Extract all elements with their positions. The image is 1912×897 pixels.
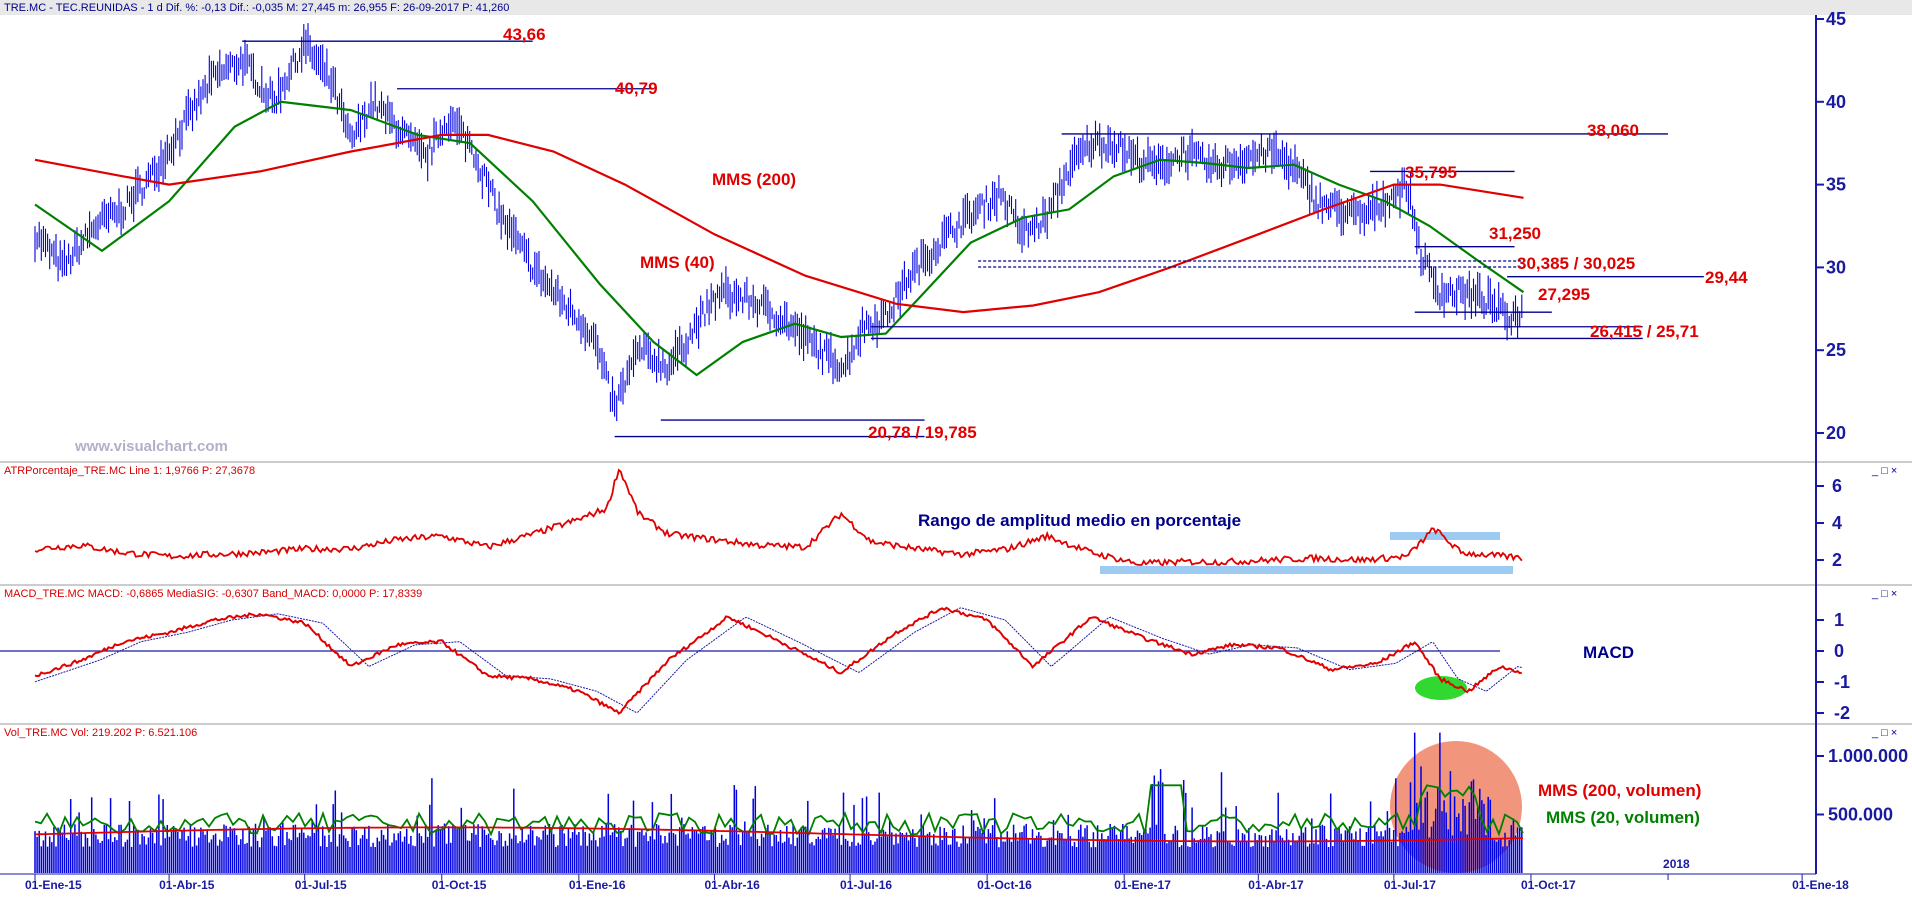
price-y-tick-label: 30: [1826, 257, 1846, 277]
vol-mms20-line: [34, 784, 1524, 837]
mms200-label: MMS (200): [712, 170, 796, 189]
macd-y-tick-label: 0: [1834, 641, 1844, 661]
level-label: 26,415 / 25,71: [1590, 322, 1699, 341]
vol-header: Vol_TRE.MC Vol: 219.202 P: 6.521.106: [4, 727, 197, 739]
macd-line: [34, 606, 1522, 715]
level-label: 35,795: [1405, 163, 1457, 182]
price-y-tick-label: 25: [1826, 340, 1846, 360]
watermark: www.visualchart.com: [74, 438, 228, 455]
atr-note: Rango de amplitud medio en porcentaje: [918, 511, 1241, 530]
x-tick-label: 01-Abr-17: [1248, 878, 1304, 892]
price-y-tick-label: 40: [1826, 92, 1846, 112]
level-label: 43,66: [503, 25, 546, 44]
macd-note: MACD: [1583, 643, 1634, 662]
mms40-line: [34, 100, 1525, 377]
atr-panel: [34, 468, 1523, 574]
x-tick-label: 01-Oct-17: [1521, 878, 1576, 892]
price-header: TRE.MC - TEC.REUNIDAS - 1 d Dif. %: -0,1…: [4, 2, 509, 14]
level-label: 38,060: [1587, 121, 1639, 140]
x-tick-label: 01-Jul-16: [840, 878, 892, 892]
atr-y-tick-label: 2: [1832, 550, 1842, 570]
atr-low-band: [1100, 566, 1513, 574]
x-tick-label: 01-Jul-15: [295, 878, 347, 892]
axes: 20 25 30 35 40 45 2 4 6 1 0 -1 -2 1.000.000 500.000 01-…: [25, 9, 1908, 892]
atr-high-band: [1390, 532, 1500, 540]
atr-window-controls[interactable]: _ □ ×: [1871, 465, 1897, 477]
annotations: 43,66 40,79 38,060 35,795 31,250 30,385 / 30,…: [503, 25, 1748, 827]
price-y-tick-label: 20: [1826, 423, 1846, 443]
macd-signal-line: [34, 607, 1522, 713]
atr-y-tick-label: 4: [1832, 513, 1842, 533]
price-y-tick-label: 45: [1826, 9, 1846, 29]
level-label: 27,295: [1538, 285, 1590, 304]
macd-y-tick-label: -1: [1834, 672, 1850, 692]
vol-mms200-line: [34, 826, 1524, 843]
x-tick-label: 01-Jul-17: [1384, 878, 1436, 892]
level-label: 30,385 / 30,025: [1517, 254, 1635, 273]
price-y-tick-label: 35: [1826, 175, 1846, 195]
level-label: 40,79: [615, 79, 658, 98]
level-label: 29,44: [1705, 268, 1748, 287]
volume-panel: [34, 732, 1524, 873]
level-label: 31,250: [1489, 224, 1541, 243]
x-tick-label: 01-Ene-16: [569, 878, 626, 892]
macd-panel: [0, 606, 1522, 715]
x-tick-label: 01-Ene-18: [1792, 878, 1849, 892]
price-panel: [34, 23, 1704, 438]
vol-y-tick-label: 1.000.000: [1828, 746, 1908, 766]
vol-mms20-label: MMS (20, volumen): [1546, 808, 1700, 827]
x-tick-label: 01-Ene-17: [1114, 878, 1171, 892]
x-tick-label: 01-Abr-15: [159, 878, 215, 892]
x-tick-label: 01-Abr-16: [704, 878, 760, 892]
macd-y-tick-label: -2: [1834, 703, 1850, 723]
macd-header: MACD_TRE.MC MACD: -0,6865 MediaSIG: -0,6…: [4, 588, 422, 600]
vol-mms200-label: MMS (200, volumen): [1538, 781, 1701, 800]
macd-window-controls[interactable]: _ □ ×: [1871, 588, 1897, 600]
x-tick-label: 2018: [1663, 857, 1690, 871]
vol-window-controls[interactable]: _ □ ×: [1871, 727, 1897, 739]
vol-y-tick-label: 500.000: [1828, 805, 1893, 825]
x-tick-label: 01-Ene-15: [25, 878, 82, 892]
atr-header: ATRPorcentaje_TRE.MC Line 1: 1,9766 P: 2…: [4, 465, 255, 477]
level-label: 20,78 / 19,785: [868, 423, 977, 442]
header-bar: [0, 0, 1912, 15]
x-tick-label: 01-Oct-16: [977, 878, 1032, 892]
macd-low-highlight: [1415, 676, 1467, 700]
mms40-label: MMS (40): [640, 253, 715, 272]
mms200-line: [34, 133, 1524, 314]
macd-y-tick-label: 1: [1834, 610, 1844, 630]
atr-line: [34, 468, 1523, 567]
atr-y-tick-label: 6: [1832, 476, 1842, 496]
x-tick-label: 01-Oct-15: [432, 878, 487, 892]
